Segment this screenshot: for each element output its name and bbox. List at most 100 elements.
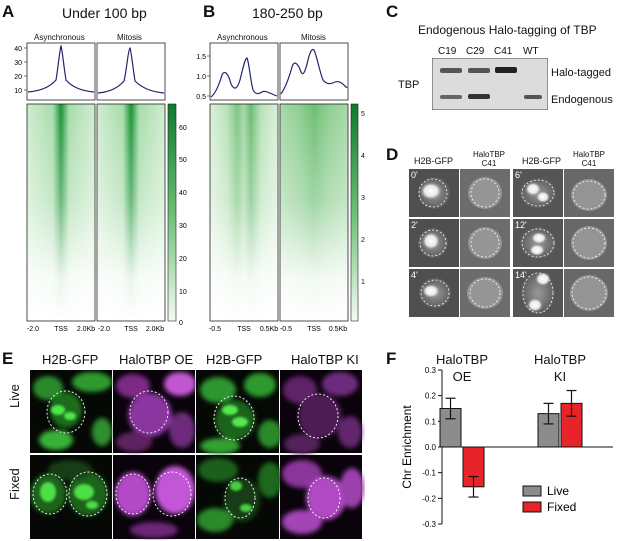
panel-letter-e: E	[2, 349, 14, 368]
panel-c-lane-c29: C29	[466, 46, 485, 57]
panel-b-xtick: -0.5	[280, 326, 292, 333]
panel-d-timelapse-grid	[409, 169, 614, 317]
panel-f-ytick-label: 0.0	[425, 443, 437, 452]
panel-b-profile-async	[210, 57, 278, 98]
panel-d-time-right-3: 14'	[515, 270, 527, 280]
panel-b-figure: 1.5 1.0 0.5 -0.5 TSS 0.5Kb -0.5 TSS 0.5K…	[196, 42, 359, 333]
panel-e-header-1: H2B-GFP	[42, 352, 99, 367]
panel-d-time-left-2: 2'	[411, 220, 418, 230]
panel-f-group-label-1-line2: OE	[452, 369, 472, 384]
blot-band-halo-c19	[440, 68, 462, 73]
panel-f-group-label-2-line1: HaloTBP	[533, 352, 587, 367]
panel-a-profile-frame-1	[26, 42, 96, 101]
panel-b-ytick: 0.5	[196, 94, 206, 101]
panel-b-xtick: TSS	[307, 326, 321, 333]
panel-d-header-halo-right-sub: C41	[581, 159, 597, 168]
panel-d-header-halo-left-sub: C41	[481, 159, 497, 168]
panel-b-xtick: -0.5	[209, 326, 221, 333]
panel-c-band-halo: Halo-tagged	[551, 67, 611, 79]
panel-a-xtick: 2.0Kb	[77, 326, 95, 333]
panel-letter-f: F	[386, 349, 397, 368]
panel-b-xtick: 0.5Kb	[260, 326, 278, 333]
panel-f-group-label-1-line1: HaloTBP	[435, 352, 489, 367]
panel-f-ytick-label: -0.3	[422, 520, 436, 529]
panel-d-header-halo-right: HaloTBP	[572, 150, 605, 159]
panel-b-profile-frame-2	[279, 42, 349, 101]
panel-c-lane-wt: WT	[523, 46, 539, 57]
panel-e-header-3: H2B-GFP	[206, 352, 263, 367]
panel-f-ytick-label: 0.3	[425, 366, 437, 375]
panel-e-header-4: HaloTBP KI	[291, 352, 359, 367]
panel-a-scale-tick: 30	[179, 223, 187, 230]
panel-c-band-endogenous: Endogenous	[551, 94, 613, 106]
panel-b-scale-tick: 5	[361, 111, 365, 118]
panel-b-col1-label: Asynchronous	[217, 33, 268, 42]
panel-c-lane-c41: C41	[494, 46, 513, 57]
panel-f-ytick-label: 0.1	[425, 417, 437, 426]
panel-b-scale-tick: 4	[361, 153, 365, 160]
panel-a-scale-tick: 10	[179, 289, 187, 296]
panel-e-header-2: HaloTBP OE	[119, 352, 194, 367]
panel-a-xtick: TSS	[124, 326, 138, 333]
panel-a-ytick: 30	[14, 60, 22, 67]
panel-a-xtick: TSS	[54, 326, 68, 333]
panel-a-scale-tick: 60	[179, 125, 187, 132]
panel-b-scale-tick: 3	[361, 195, 365, 202]
panel-b-xtick: TSS	[237, 326, 251, 333]
panel-f-group-label-2-line2: KI	[553, 369, 567, 384]
panel-d-time-left-1: 0'	[411, 170, 418, 180]
panel-f-legend-label: Live	[547, 484, 569, 498]
panel-d-time-right-1: 6'	[515, 170, 522, 180]
panel-d-header-halo-left: HaloTBP	[472, 150, 505, 159]
panel-a-profile-mitosis	[97, 46, 165, 94]
panel-a-ytick: 40	[14, 46, 22, 53]
panel-b-ytick: 1.0	[196, 74, 206, 81]
panel-a-profile-async	[27, 44, 95, 93]
panel-b-scale-tick: 1	[361, 279, 365, 286]
panel-a-scale-tick: 0	[179, 320, 183, 327]
panel-e-row-live: Live	[7, 384, 22, 408]
panel-a-xtick: -2.0	[27, 326, 39, 333]
blot-band-endo-c29	[468, 94, 490, 99]
panel-f-legend-label: Fixed	[547, 500, 576, 514]
blot-band-halo-c41	[495, 67, 517, 73]
panel-a-ytick: 10	[14, 88, 22, 95]
panel-a-xtick: 2.0Kb	[146, 326, 164, 333]
panel-b-xtick: 0.5Kb	[329, 326, 347, 333]
panel-b-col2-label: Mitosis	[301, 33, 326, 42]
panel-a-ytick: 20	[14, 74, 22, 81]
panel-c-western-blot	[432, 58, 548, 110]
panel-f-chart: Chr Enrichment 0.3 0.2 0.1 0.0 -0.1 -0.2 -0.3 L…	[400, 366, 613, 529]
panel-e-micrographs	[30, 370, 364, 539]
panel-a-col2-label: Mitosis	[117, 33, 142, 42]
panel-b-profile-mitosis	[280, 48, 348, 95]
panel-a-title: Under 100 bp	[62, 5, 147, 21]
panel-a-colorscale	[167, 103, 177, 322]
panel-letter-a: A	[2, 2, 15, 21]
panel-d-time-right-2: 12'	[515, 220, 527, 230]
panel-f-legend-swatch	[522, 501, 542, 513]
panel-f-ylabel: Chr Enrichment	[400, 405, 414, 489]
panel-a-profile-frame-2	[96, 42, 166, 101]
panel-f-ytick-label: -0.1	[422, 469, 436, 478]
panel-d-header-h2b-left: H2B-GFP	[414, 156, 454, 166]
panel-f-legend-swatch	[522, 485, 542, 497]
blot-band-endo-wt	[524, 95, 542, 99]
panel-letter-d: D	[386, 145, 399, 164]
panel-letter-b: B	[203, 2, 216, 21]
panel-a-xtick: -2.0	[98, 326, 110, 333]
panel-a-col1-label: Asynchronous	[34, 33, 85, 42]
panel-a-scale-tick: 20	[179, 256, 187, 263]
panel-a-scale-tick: 50	[179, 157, 187, 164]
blot-band-endo-c19	[440, 95, 462, 99]
panel-c-title: Endogenous Halo-tagging of TBP	[418, 23, 597, 37]
panel-f-ytick-label: -0.2	[422, 494, 436, 503]
panel-letter-c: C	[386, 2, 399, 21]
panel-f-ytick-label: 0.2	[425, 392, 437, 401]
panel-d-header-h2b-right: H2B-GFP	[522, 156, 562, 166]
panel-b-ytick: 1.5	[196, 54, 206, 61]
panel-b-title: 180-250 bp	[252, 5, 323, 21]
panel-b-scale-tick: 2	[361, 237, 365, 244]
panel-c-lane-c19: C19	[438, 46, 457, 57]
panel-c-tbp-label: TBP	[398, 79, 420, 91]
